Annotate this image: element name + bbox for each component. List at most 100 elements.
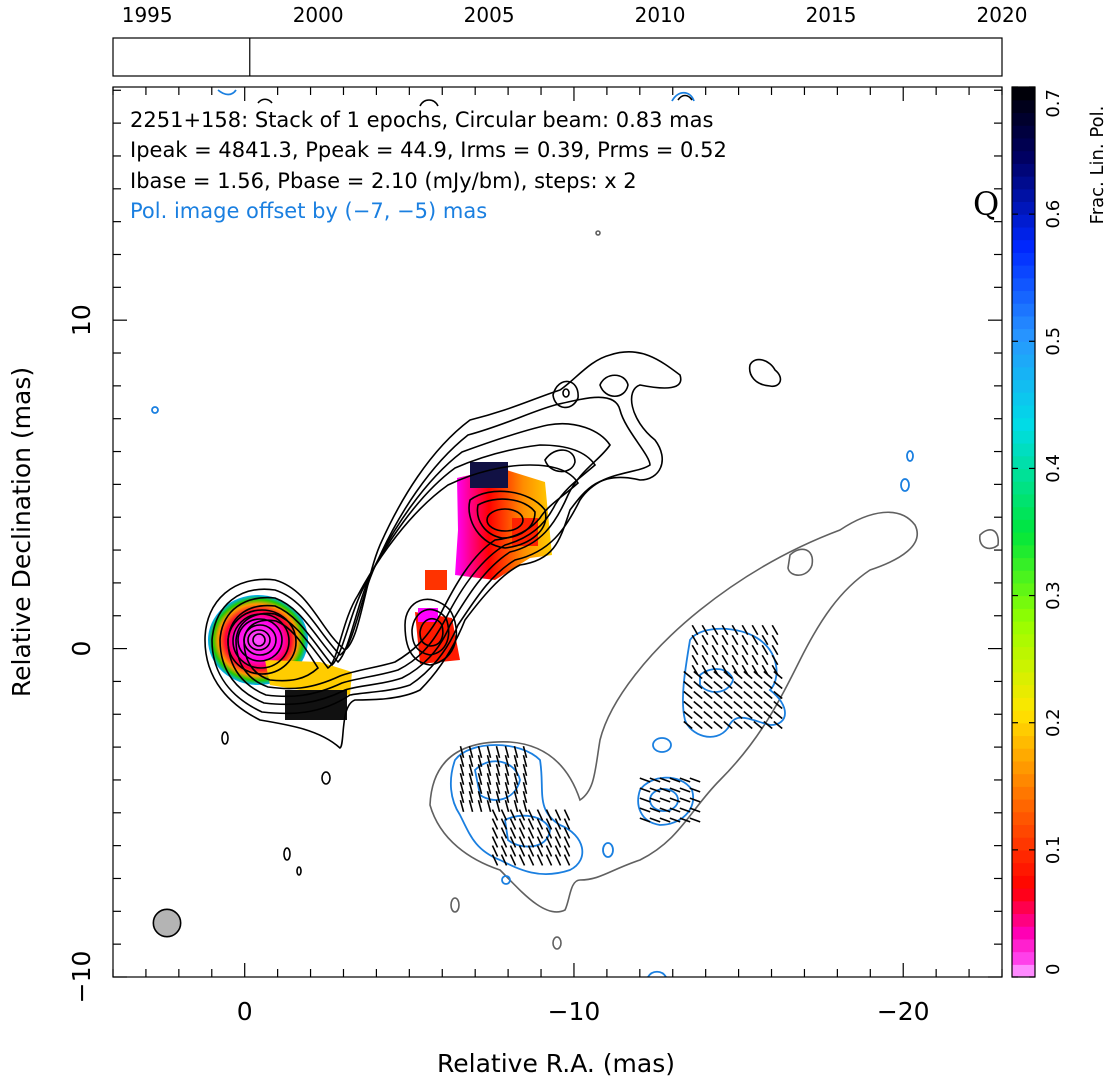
evpa-tick	[683, 690, 693, 700]
evpa-tick	[518, 818, 526, 830]
evpa-tick	[491, 827, 499, 839]
colorbar-band	[1012, 455, 1035, 470]
colorbar-tick-label: 0.3	[1043, 581, 1064, 610]
colorbar-band	[1012, 303, 1035, 317]
pol-contour-blob	[906, 450, 914, 462]
evpa-tick	[669, 797, 681, 803]
evpa-tick	[683, 670, 693, 680]
evpa-tick	[659, 797, 671, 803]
evpa-tick	[459, 772, 465, 786]
timeline-year-label: 2005	[464, 3, 515, 27]
colorbar-band	[1012, 354, 1035, 368]
evpa-tick	[500, 836, 508, 848]
colorbar-band	[1012, 735, 1035, 749]
x-tick-label: 0	[237, 997, 253, 1026]
evpa-tick	[522, 799, 528, 813]
core-contour	[243, 624, 277, 656]
colorbar-ticks: 0 0.1 0.2 0.3 0.4 0.5 0.6 0.7	[1012, 86, 1064, 978]
colorbar-band	[1012, 811, 1035, 826]
evpa-tick	[693, 680, 703, 690]
jet-contour-island	[552, 380, 579, 409]
pol-contour-west	[449, 744, 584, 875]
evpa-tick	[669, 817, 681, 823]
evpa-tick	[711, 624, 719, 636]
evpa-tick	[477, 763, 483, 777]
evpa-tick	[527, 836, 535, 848]
colorbar-band	[1012, 519, 1035, 533]
colorbar-band	[1012, 277, 1035, 292]
colorbar-band	[1012, 697, 1035, 711]
timeline-year-label: 1995	[122, 3, 173, 27]
colorbar-tick-label: 0.2	[1043, 708, 1064, 737]
evpa-tick	[468, 763, 474, 777]
evpa-tick	[733, 680, 743, 690]
evpa-tick	[563, 827, 571, 839]
pol-contour-blob	[151, 406, 159, 414]
evpa-tick	[701, 634, 709, 646]
evpa-tick	[536, 809, 544, 821]
colorbar-band	[1012, 646, 1035, 660]
evpa-tick	[459, 799, 465, 813]
evpa-tick	[459, 754, 465, 768]
jet-contour	[219, 422, 611, 706]
evpa-tick	[468, 799, 474, 813]
colorbar-band	[1012, 481, 1035, 495]
evpa-tick	[713, 720, 723, 730]
evpa-tick	[509, 845, 517, 857]
evpa-tick	[711, 644, 719, 656]
evpa-tick	[500, 854, 508, 866]
colorbar-band	[1012, 621, 1035, 635]
evpa-tick	[771, 634, 779, 646]
evpa-tick	[459, 763, 465, 777]
evpa-tick	[659, 777, 671, 783]
evpa-tick	[753, 680, 763, 690]
evpa-tick	[491, 854, 499, 866]
evpa-tick	[649, 817, 661, 823]
core-contour	[232, 613, 290, 669]
x-tick-label: −10	[548, 997, 601, 1026]
timeline-year-labels: 1995 2000 2005 2010 2015 2020	[122, 3, 1028, 27]
evpa-tick	[513, 763, 519, 777]
colorbar-band	[1012, 87, 1035, 101]
quality-flag: Q	[973, 185, 999, 223]
offset-contour-island	[595, 230, 601, 236]
evpa-tick	[691, 634, 699, 646]
contour-island	[283, 847, 291, 861]
evpa-tick	[763, 680, 773, 690]
colorbar-band	[1012, 328, 1035, 342]
evpa-tick	[513, 745, 519, 759]
colorbar-band	[1012, 748, 1035, 762]
evpa-tick	[733, 700, 743, 710]
evpa-tick	[639, 787, 651, 793]
evpa-tick	[518, 827, 526, 839]
evpa-tick	[536, 854, 544, 866]
evpa-tick	[679, 807, 691, 813]
pol-contour-blob	[652, 737, 672, 753]
evpa-tick	[761, 644, 769, 656]
evpa-tick	[691, 644, 699, 656]
evpa-tick	[491, 845, 499, 857]
pol-contour-blob	[602, 842, 614, 858]
offset-note: Pol. image offset by (−7, −5) mas	[130, 199, 487, 223]
evpa-tick	[545, 827, 553, 839]
evpa-tick	[649, 777, 661, 783]
evpa-tick	[771, 624, 779, 636]
evpa-tick	[639, 817, 651, 823]
evpa-tick	[669, 777, 681, 783]
colorbar-band	[1012, 366, 1035, 381]
colorbar-band	[1012, 684, 1035, 698]
evpa-tick	[733, 710, 743, 720]
evpa-tick	[486, 790, 492, 804]
evpa-tick	[500, 845, 508, 857]
colorbar-band	[1012, 214, 1035, 228]
knot-contour	[404, 598, 458, 666]
evpa-tick	[486, 772, 492, 786]
evpa-tick	[701, 624, 709, 636]
evpa-tick	[486, 763, 492, 777]
evpa-tick	[468, 745, 474, 759]
evpa-tick	[468, 754, 474, 768]
evpa-tick	[527, 845, 535, 857]
evpa-tick	[536, 827, 544, 839]
core-polarization-tail	[265, 660, 352, 695]
evpa-tick	[554, 845, 562, 857]
